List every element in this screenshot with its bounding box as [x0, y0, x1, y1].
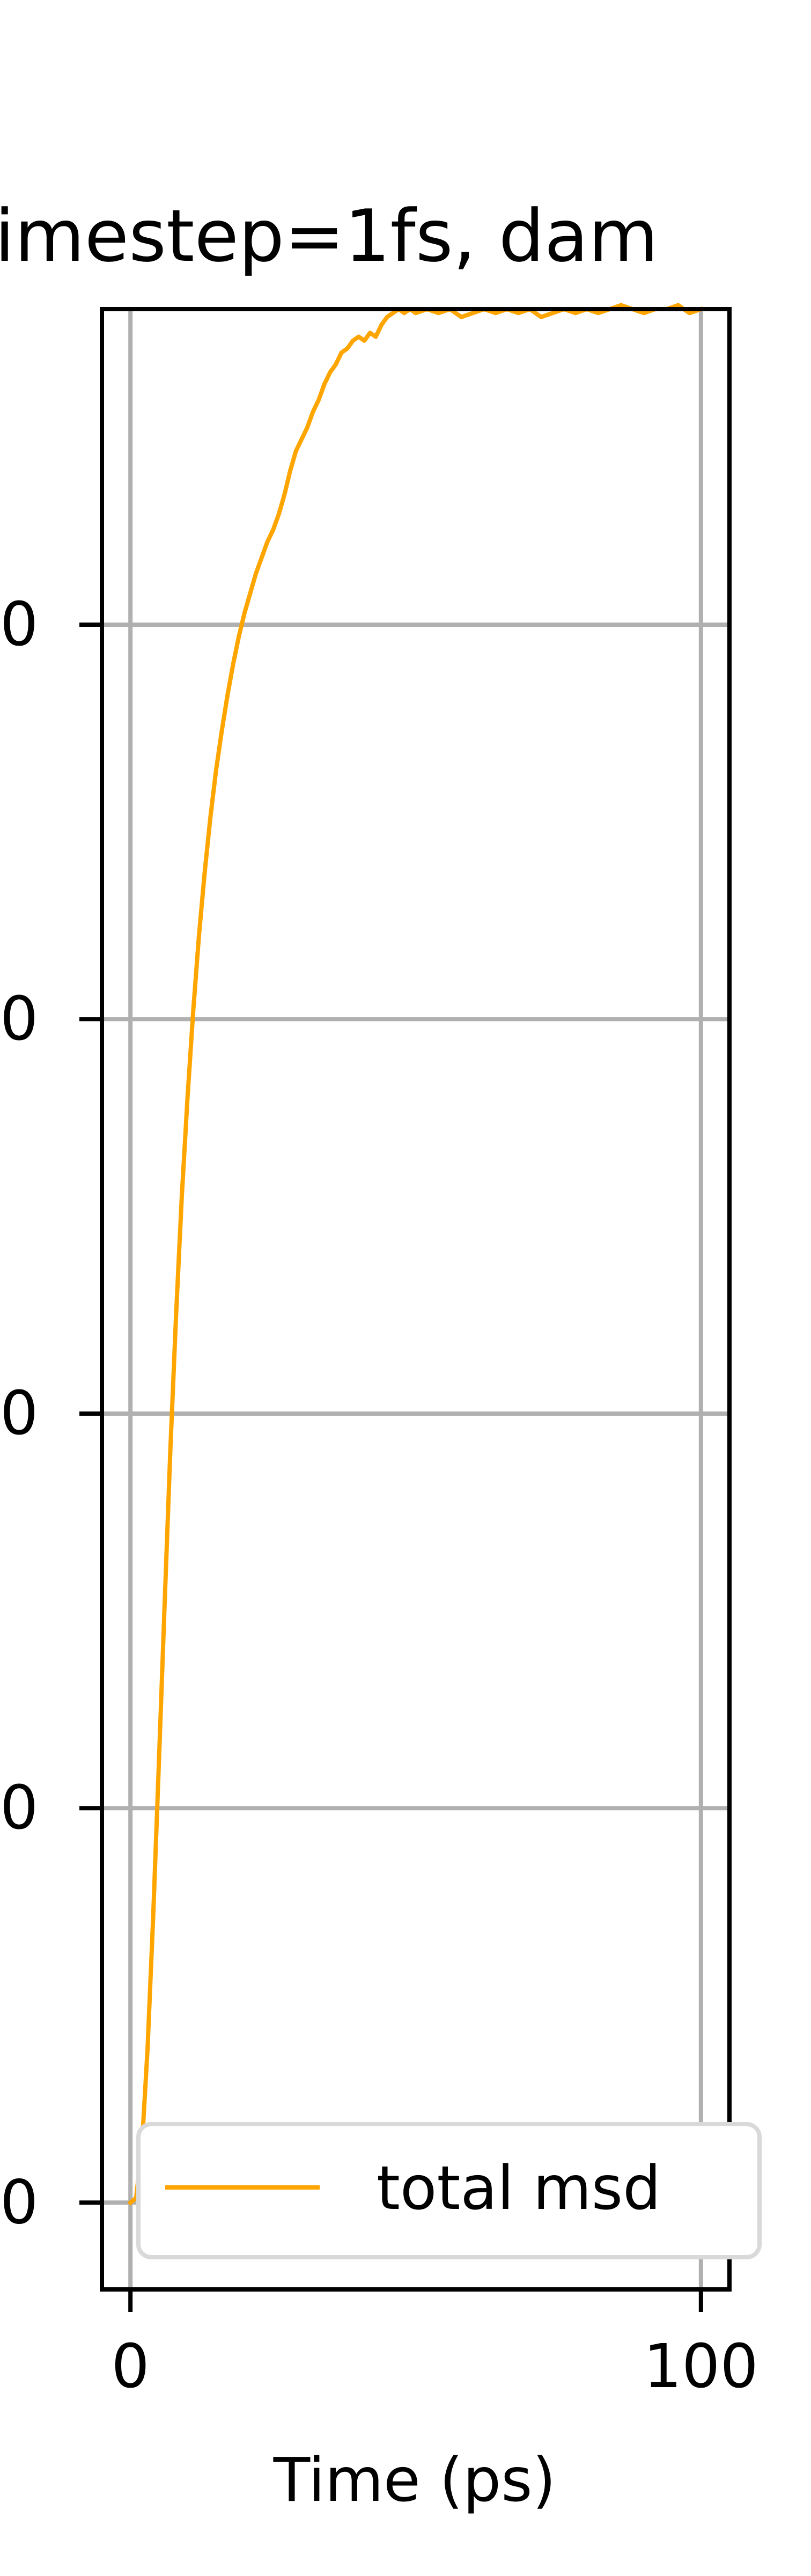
x-axis-label: Time (ps) [273, 2446, 556, 2515]
y-tick-label-0: 0 [0, 2168, 38, 2237]
legend-layer: total msd [136, 2122, 762, 2259]
legend-box [136, 2122, 762, 2259]
y-tick-label-3: 0 [0, 984, 38, 1054]
chart-title: imestep=1fs, dam [0, 194, 658, 278]
y-tick-label-2: 0 [0, 1379, 38, 1448]
plot-frame [100, 307, 732, 2292]
x-tick-label-0: 0 [112, 2332, 150, 2402]
x-tick-label-1: 100 [644, 2332, 758, 2402]
y-tick-label-1: 0 [0, 1773, 38, 1843]
axis-layer: 0 0 0 0 0 0 100 [0, 307, 758, 2402]
y-tick-label-4: 0 [0, 590, 38, 660]
legend-entry-label: total msd [377, 2154, 661, 2223]
grid-layer [102, 309, 729, 2289]
